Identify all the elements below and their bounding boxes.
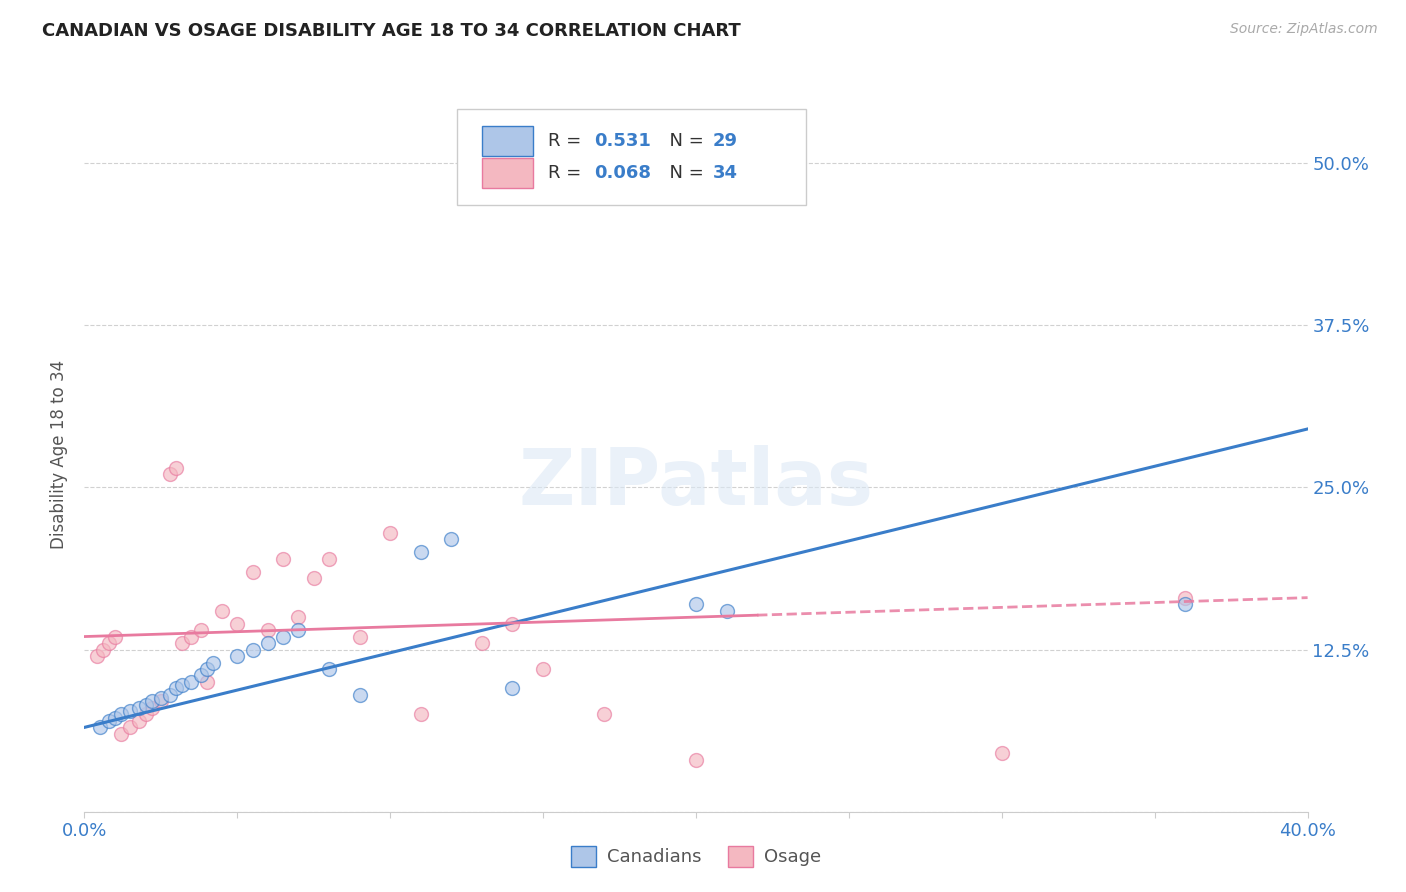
Legend: Canadians, Osage: Canadians, Osage [564,838,828,874]
Text: 0.068: 0.068 [595,164,651,182]
Point [159,467,181,482]
Point [685,597,707,611]
Point [195,662,218,676]
Point [349,688,371,702]
Point [685,753,707,767]
Point [190,668,212,682]
Point [190,623,212,637]
Point [180,630,202,644]
Point [141,701,163,715]
Text: 34: 34 [713,164,738,182]
Point [318,662,340,676]
Point [409,545,432,559]
Point [91,642,114,657]
Point [991,747,1014,761]
Point [1174,591,1197,605]
Point [242,565,264,579]
Point [318,551,340,566]
Point [110,707,132,722]
Point [128,701,150,715]
Point [257,636,280,650]
Point [271,630,294,644]
Text: N =: N = [658,132,710,150]
Point [502,681,524,696]
Point [380,525,402,540]
Point [440,533,463,547]
Point [349,630,371,644]
Point [242,642,264,657]
Point [128,714,150,728]
Point [110,727,132,741]
Point [531,662,554,676]
Point [104,630,127,644]
Text: 0.531: 0.531 [595,132,651,150]
Text: 29: 29 [713,132,738,150]
Point [104,711,127,725]
FancyBboxPatch shape [457,109,806,205]
Point [257,623,280,637]
Point [593,707,616,722]
Point [271,551,294,566]
Point [226,616,249,631]
Point [1174,597,1197,611]
Point [97,636,120,650]
Point [86,648,108,663]
Point [471,636,494,650]
Point [180,675,202,690]
Point [135,698,157,713]
Point [89,720,111,734]
Point [409,707,432,722]
Text: R =: R = [548,164,586,182]
FancyBboxPatch shape [482,158,533,188]
Point [149,690,172,705]
Point [120,704,142,718]
Point [120,720,142,734]
Point [302,571,325,585]
Point [716,604,738,618]
Point [172,636,194,650]
Point [141,694,163,708]
Text: Source: ZipAtlas.com: Source: ZipAtlas.com [1230,22,1378,37]
Point [502,616,524,631]
Y-axis label: Disability Age 18 to 34: Disability Age 18 to 34 [51,360,69,549]
Point [165,681,187,696]
Point [159,688,181,702]
Text: CANADIAN VS OSAGE DISABILITY AGE 18 TO 34 CORRELATION CHART: CANADIAN VS OSAGE DISABILITY AGE 18 TO 3… [42,22,741,40]
Point [226,648,249,663]
Text: N =: N = [658,164,710,182]
Point [287,610,309,624]
Point [165,461,187,475]
Point [172,677,194,691]
FancyBboxPatch shape [482,126,533,156]
Point [135,707,157,722]
Point [195,675,218,690]
Point [211,604,233,618]
Text: R =: R = [548,132,586,150]
Point [201,656,224,670]
Text: ZIPatlas: ZIPatlas [519,445,873,522]
Point [149,694,172,708]
Point [287,623,309,637]
Point [97,714,120,728]
